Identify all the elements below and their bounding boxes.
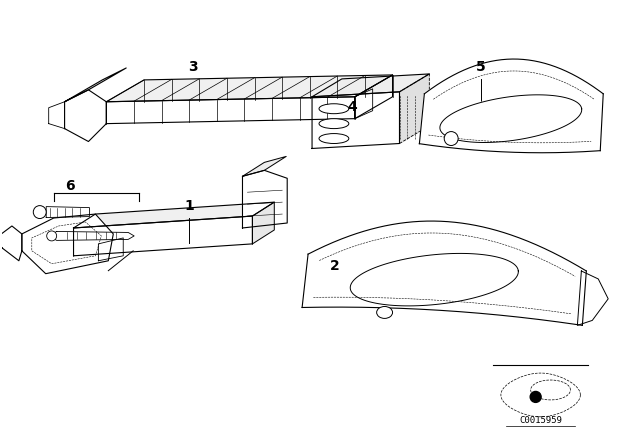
Polygon shape [74,216,252,256]
Polygon shape [22,214,113,274]
Polygon shape [440,95,582,142]
Polygon shape [74,202,275,228]
Polygon shape [0,226,22,261]
Ellipse shape [319,119,349,129]
Polygon shape [243,170,287,228]
Ellipse shape [319,134,349,143]
Circle shape [33,206,46,219]
Polygon shape [252,202,275,244]
Polygon shape [312,92,399,148]
Polygon shape [419,59,604,153]
Text: 1: 1 [184,199,194,213]
Circle shape [530,392,541,402]
Polygon shape [106,75,392,102]
Ellipse shape [377,306,392,319]
Text: 3: 3 [188,60,198,74]
Polygon shape [49,102,65,129]
Text: 6: 6 [65,179,74,193]
Polygon shape [65,68,126,102]
Text: 2: 2 [330,259,340,273]
Polygon shape [99,238,124,261]
Circle shape [444,132,458,146]
Circle shape [47,231,57,241]
Polygon shape [302,221,586,325]
Text: C0015959: C0015959 [519,416,562,425]
Text: 5: 5 [476,60,486,74]
Polygon shape [355,89,372,119]
Polygon shape [106,97,355,124]
Polygon shape [46,207,90,218]
Polygon shape [312,74,429,97]
Polygon shape [65,90,106,142]
Polygon shape [355,75,392,119]
Polygon shape [399,74,429,143]
Ellipse shape [319,104,349,114]
Polygon shape [577,271,608,325]
Polygon shape [49,232,134,241]
Text: 4: 4 [347,100,356,114]
Polygon shape [243,156,286,177]
Polygon shape [350,254,518,306]
